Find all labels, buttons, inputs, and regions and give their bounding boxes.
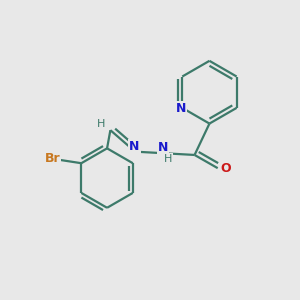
Text: O: O — [220, 162, 231, 175]
Text: N: N — [176, 102, 186, 116]
Text: H: H — [97, 119, 105, 129]
Text: N: N — [158, 141, 168, 154]
Text: N: N — [129, 140, 140, 153]
Text: H: H — [164, 154, 172, 164]
Text: Br: Br — [45, 152, 60, 165]
